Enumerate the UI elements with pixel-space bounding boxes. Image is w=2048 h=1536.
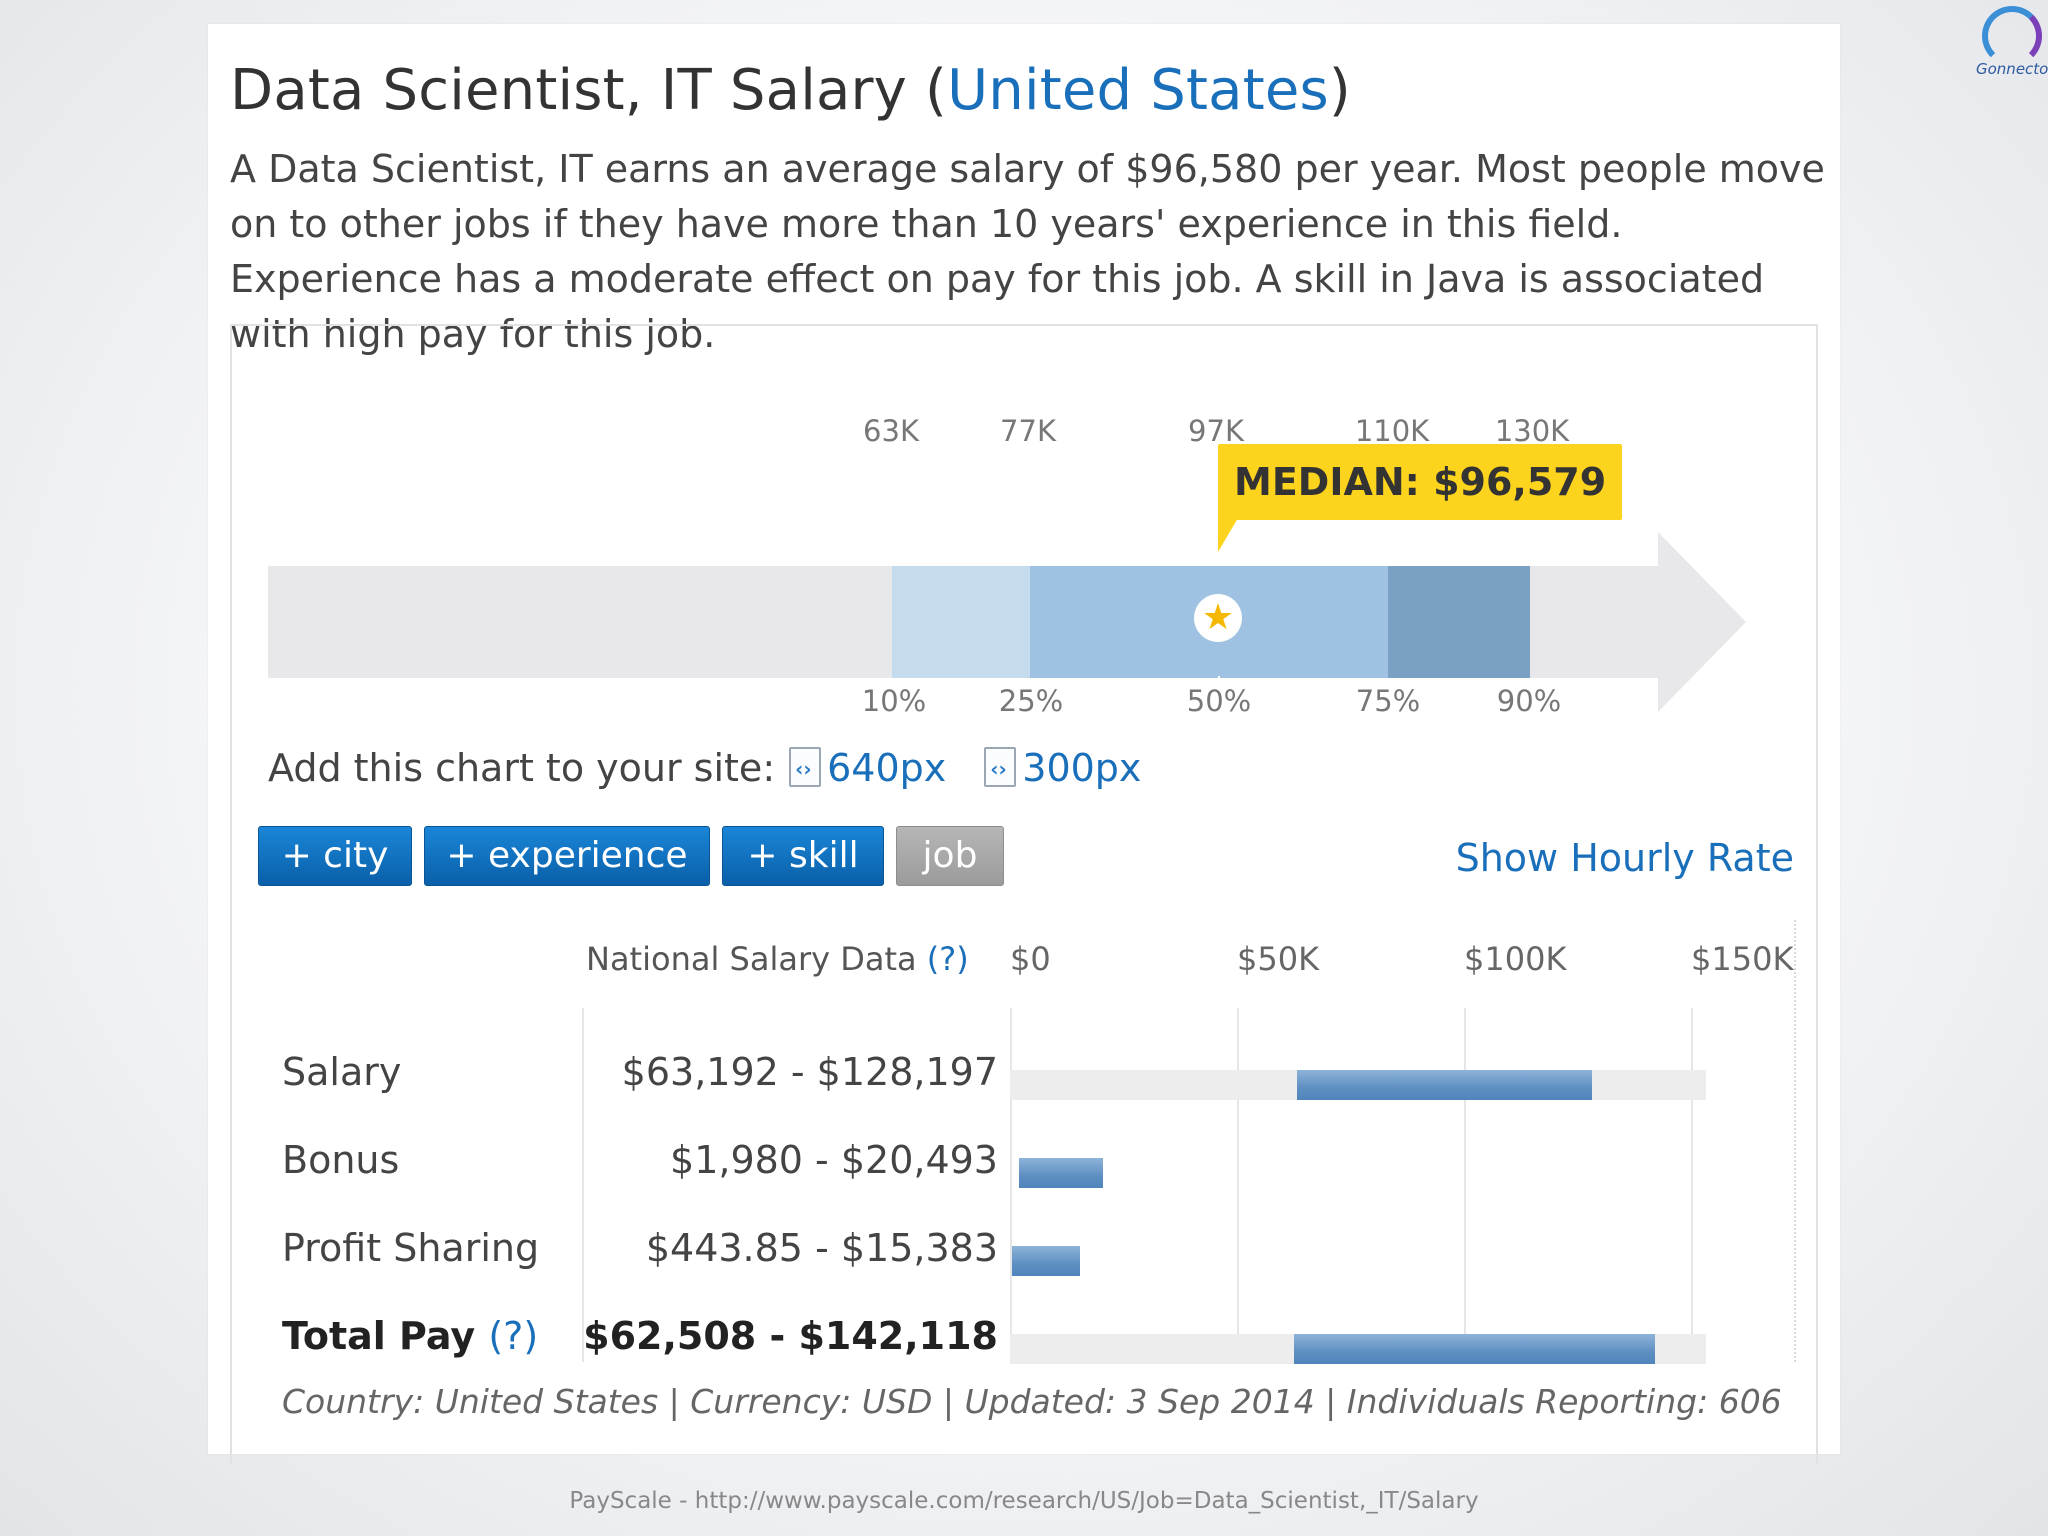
national-salary-header-text: National Salary Data <box>586 940 917 978</box>
embed-code-icon[interactable] <box>984 747 1017 787</box>
p25-label: 25% <box>998 684 1064 718</box>
p90-value: 130K <box>1494 414 1570 448</box>
gridline-0 <box>1010 1008 1012 1362</box>
row-range-salary: $63,192 - $128,197 <box>621 1050 998 1094</box>
job-button[interactable]: job <box>896 826 1004 886</box>
p75-label: 75% <box>1355 684 1421 718</box>
embed-code-icon[interactable] <box>789 747 822 787</box>
embed-label: Add this chart to your site: <box>268 746 776 790</box>
segment-p75-p90 <box>1388 566 1530 678</box>
salary-help-link[interactable]: (?) <box>926 940 969 978</box>
gridline-50k <box>1237 1008 1239 1362</box>
row-label-total-pay: Total Pay (?) <box>282 1314 538 1358</box>
table-divider <box>582 1008 584 1362</box>
salary-description: A Data Scientist, IT earns an average sa… <box>230 147 1825 356</box>
salary-chart-panel: 63K 77K 97K 110K 130K MEDIAN: $96,579 ★ … <box>230 324 1818 1464</box>
national-salary-header: National Salary Data (?) <box>586 940 969 978</box>
p25-value: 77K <box>1000 414 1056 448</box>
source-caption: PayScale - http://www.payscale.com/resea… <box>569 1488 1479 1514</box>
add-skill-button[interactable]: + skill <box>722 826 884 886</box>
median-marker-line <box>1218 676 1220 738</box>
axis-tick-50k: $50K <box>1237 940 1320 978</box>
show-hourly-rate-link[interactable]: Show Hourly Rate <box>1455 836 1794 880</box>
p50-label: 50% <box>1186 684 1252 718</box>
total-pay-help-link[interactable]: (?) <box>488 1314 539 1358</box>
gridline-150k <box>1691 1008 1693 1362</box>
row-bar-bonus <box>1018 1158 1104 1188</box>
median-tooltip-tail <box>1218 518 1238 552</box>
segment-p10-p25 <box>892 566 1030 678</box>
row-range-profit-sharing: $443.85 - $15,383 <box>645 1226 998 1270</box>
p75-value: 110K <box>1354 414 1430 448</box>
total-pay-label-text: Total Pay <box>282 1314 476 1358</box>
p50-value: 97K <box>1188 414 1244 448</box>
logo-ring-icon <box>1982 6 2042 66</box>
row-label-profit-sharing: Profit Sharing <box>282 1226 540 1270</box>
p10-value: 63K <box>863 414 919 448</box>
add-experience-button[interactable]: + experience <box>424 826 710 886</box>
axis-tick-150k: $150K <box>1691 940 1794 978</box>
axis-end-dashed <box>1794 920 1796 1362</box>
row-range-bonus: $1,980 - $20,493 <box>670 1138 998 1182</box>
p90-label: 90% <box>1496 684 1562 718</box>
row-bar-total-pay <box>1293 1334 1656 1364</box>
country-link[interactable]: United States <box>947 58 1329 123</box>
embed-640-link[interactable]: 640px <box>827 746 947 790</box>
title-prefix: Data Scientist, IT Salary ( <box>230 58 948 123</box>
star-icon: ★ <box>1194 594 1242 642</box>
median-tooltip: MEDIAN: $96,579 <box>1218 444 1623 520</box>
page-title: Data Scientist, IT Salary (United States… <box>230 58 1351 123</box>
row-label-salary: Salary <box>282 1050 402 1094</box>
gonnector-logo: Gonnector <box>1968 0 2048 84</box>
embed-chart-row: Add this chart to your site: 640px 300px <box>268 746 1141 790</box>
add-city-button[interactable]: + city <box>258 826 412 886</box>
embed-300-link[interactable]: 300px <box>1022 746 1142 790</box>
logo-text: Gonnector <box>1976 60 2048 78</box>
row-bar-salary <box>1296 1070 1592 1100</box>
row-label-bonus: Bonus <box>282 1138 400 1182</box>
percentile-arrow <box>1658 532 1746 712</box>
data-footnote: Country: United States | Currency: USD |… <box>282 1382 1782 1421</box>
axis-tick-0: $0 <box>1010 940 1051 978</box>
salary-card: Data Scientist, IT Salary (United States… <box>208 24 1840 1464</box>
gridline-100k <box>1464 1008 1466 1362</box>
p10-label: 10% <box>861 684 927 718</box>
axis-tick-100k: $100K <box>1464 940 1567 978</box>
row-range-total-pay: $62,508 - $142,118 <box>583 1314 998 1358</box>
title-suffix: ) <box>1328 58 1351 123</box>
row-bar-profit-sharing <box>1012 1246 1080 1276</box>
